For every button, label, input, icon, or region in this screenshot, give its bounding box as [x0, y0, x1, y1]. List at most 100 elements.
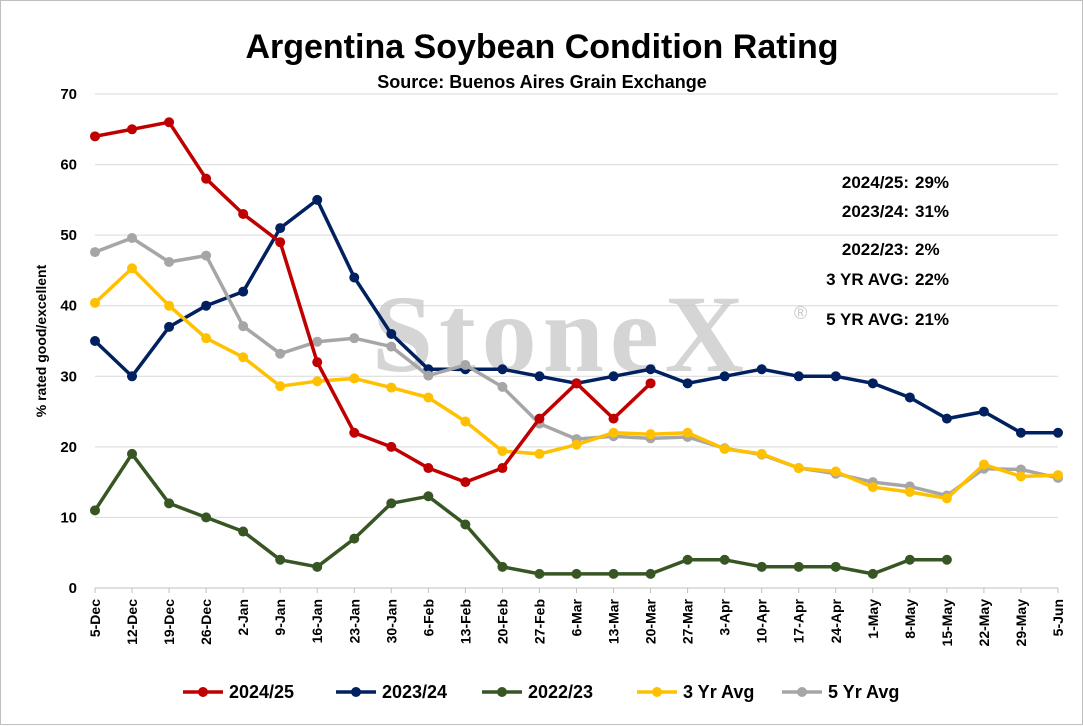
legend-label: 2022/23	[528, 682, 593, 702]
data-point	[312, 376, 323, 387]
annotation-value: 29%	[915, 173, 949, 192]
x-tick-label: 8-May	[902, 599, 918, 639]
data-point	[682, 378, 693, 389]
data-point	[238, 352, 249, 363]
series-2022-23	[90, 448, 952, 579]
data-point	[90, 336, 100, 346]
data-point	[941, 413, 952, 424]
data-point	[90, 247, 100, 258]
data-point	[719, 443, 730, 454]
y-tick-label: 30	[60, 368, 77, 385]
annotation-label: 5 YR AVG:	[826, 310, 909, 329]
data-point	[201, 250, 212, 261]
annotation-value: 22%	[915, 270, 949, 289]
data-point	[534, 568, 545, 579]
data-point	[201, 300, 212, 311]
x-tick-label: 30-Jan	[383, 599, 399, 643]
x-tick-label: 3-Apr	[717, 598, 733, 635]
data-point	[1015, 464, 1026, 475]
data-point	[90, 131, 100, 142]
data-point	[127, 124, 138, 135]
data-point	[608, 427, 619, 438]
data-point	[127, 232, 138, 243]
x-tick-label: 10-Apr	[754, 598, 770, 643]
data-point	[571, 568, 582, 579]
data-point	[238, 321, 249, 332]
data-point	[349, 272, 360, 283]
data-point	[904, 392, 915, 403]
data-point	[275, 381, 286, 392]
series-lines	[90, 117, 1063, 579]
data-point	[645, 364, 656, 375]
data-point	[164, 300, 175, 311]
data-point	[608, 568, 619, 579]
data-point	[941, 554, 952, 565]
data-point	[238, 526, 249, 537]
y-axis-label: % rated good/excellent	[33, 264, 49, 417]
annotation-label: 3 YR AVG:	[826, 270, 909, 289]
legend-label: 5 Yr Avg	[828, 682, 899, 702]
data-point	[756, 561, 767, 572]
data-point	[497, 381, 508, 392]
data-point	[164, 498, 175, 509]
data-point	[423, 392, 434, 403]
data-point	[201, 512, 212, 523]
data-point	[423, 463, 434, 474]
series-3-yr-avg	[90, 263, 1063, 504]
data-point	[275, 554, 286, 565]
annotation-value: 2%	[915, 240, 940, 259]
data-point	[275, 237, 286, 248]
y-tick-label: 60	[60, 157, 77, 174]
data-point	[312, 357, 323, 368]
data-point	[1015, 471, 1026, 482]
gridlines	[95, 93, 1058, 518]
x-tick-label: 16-Jan	[309, 599, 325, 643]
data-point	[201, 333, 212, 344]
legend-item: 5 Yr Avg	[782, 682, 899, 702]
data-point	[460, 477, 471, 488]
x-tick-label: 26-Dec	[198, 599, 214, 645]
data-point	[423, 491, 434, 502]
x-tick-label: 20-Feb	[494, 599, 510, 644]
y-tick-label: 10	[60, 509, 77, 526]
data-point	[349, 533, 360, 544]
data-point	[645, 429, 656, 440]
data-point	[904, 554, 915, 565]
annotation-label: 2022/23:	[842, 240, 909, 259]
data-point	[127, 371, 138, 382]
data-point	[830, 371, 841, 382]
series-line	[93, 452, 949, 576]
data-point	[534, 413, 545, 424]
data-point	[460, 519, 471, 530]
x-tick-label: 5-Jun	[1050, 599, 1066, 636]
data-point	[497, 561, 508, 572]
data-point	[312, 336, 323, 347]
legend-swatch-marker	[497, 687, 507, 697]
y-tick-label: 20	[60, 439, 77, 456]
data-point	[90, 297, 100, 308]
x-tick-label: 19-Dec	[161, 599, 177, 645]
x-tick-label: 12-Dec	[124, 599, 140, 645]
x-tick-label: 15-May	[939, 599, 955, 647]
legend-item: 2022/23	[482, 682, 593, 702]
y-tick-label: 0	[69, 580, 77, 597]
x-tick-label: 5-Dec	[87, 599, 103, 637]
data-point	[608, 413, 619, 424]
data-point	[867, 568, 878, 579]
y-tick-label: 70	[60, 86, 77, 103]
data-point	[497, 446, 508, 457]
series-line	[93, 120, 653, 484]
data-point	[201, 173, 212, 184]
series-2024-25	[90, 117, 656, 488]
chart-subtitle: Source: Buenos Aires Grain Exchange	[377, 72, 706, 92]
x-tick-label: 29-May	[1013, 599, 1029, 647]
legend-swatch-marker	[652, 687, 662, 697]
data-point	[571, 378, 582, 389]
x-tick-label: 27-Feb	[531, 599, 547, 644]
data-point	[386, 498, 397, 509]
x-tick-label: 23-Jan	[346, 599, 362, 643]
legend: 2024/25 2023/24 2022/23 3 Yr Avg 5 Yr Avg	[183, 682, 899, 702]
x-tick-label: 9-Jan	[272, 599, 288, 636]
